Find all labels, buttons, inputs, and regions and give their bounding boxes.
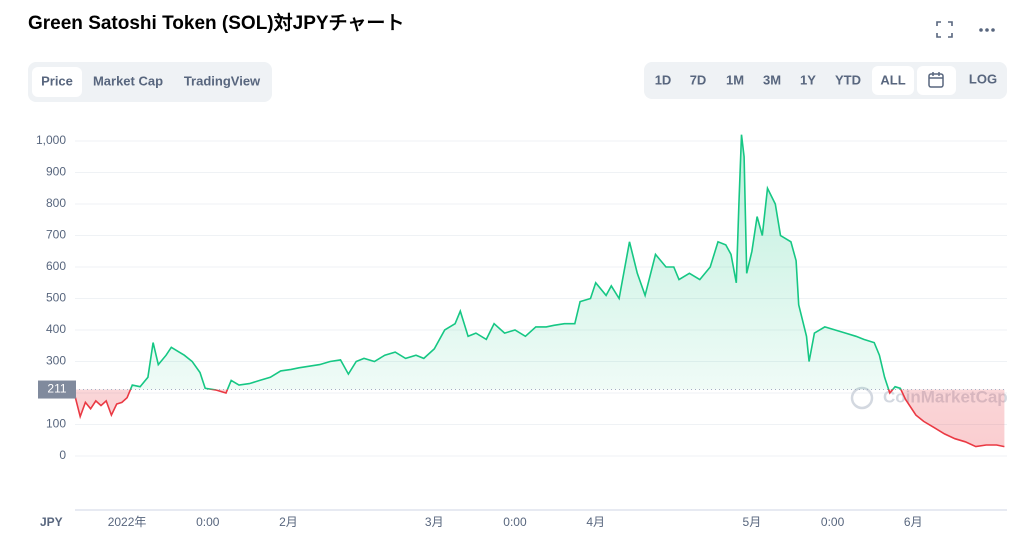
x-tick-label: 0:00	[503, 515, 527, 529]
y-tick-label: 600	[46, 259, 66, 273]
x-tick-label: 0:00	[196, 515, 220, 529]
tab[interactable]: Market Cap	[93, 73, 163, 88]
range-button[interactable]: 7D	[690, 72, 707, 87]
currency-label: JPY	[40, 515, 63, 529]
range-active	[872, 66, 914, 95]
x-tick-label: 4月	[586, 515, 605, 529]
x-tick-label: 5月	[743, 515, 762, 529]
range-button[interactable]: 1Y	[800, 72, 816, 87]
baseline-label: 211	[47, 382, 66, 396]
range-button[interactable]: YTD	[835, 72, 861, 87]
y-tick-label: 0	[59, 448, 66, 462]
calendar-button[interactable]	[917, 66, 956, 95]
chart-title: Green Satoshi Token (SOL)対JPYチャート	[28, 11, 404, 34]
y-tick-label: 900	[46, 165, 66, 179]
area-down	[75, 389, 1005, 447]
price-line-down	[74, 389, 1005, 448]
range-group	[644, 62, 1007, 99]
y-tick-label: 300	[46, 354, 66, 368]
range-button[interactable]: 1M	[726, 72, 744, 87]
log-button[interactable]: LOG	[969, 71, 997, 86]
x-tick-label: 0:00	[821, 515, 845, 529]
tab-group	[28, 62, 272, 102]
x-tick-label: 3月	[425, 515, 444, 529]
price-line	[129, 134, 902, 390]
tab[interactable]: TradingView	[184, 73, 261, 88]
watermark-logo	[850, 386, 874, 410]
x-tick-label: 2月	[279, 515, 298, 529]
x-tick-label: 2022年	[108, 515, 147, 529]
fullscreen-icon[interactable]	[936, 21, 953, 38]
range-button[interactable]: 3M	[763, 72, 781, 87]
calendar-icon	[928, 72, 944, 88]
range-button[interactable]: 1D	[655, 72, 672, 87]
y-tick-label: 100	[46, 417, 66, 431]
more-icon[interactable]	[979, 28, 995, 32]
y-tick-label: 1,000	[36, 133, 66, 147]
baseline-tag	[38, 380, 76, 399]
y-tick-label: 500	[46, 291, 66, 305]
x-tick-label: 6月	[904, 515, 923, 529]
y-tick-label: 700	[46, 228, 66, 242]
y-tick-label: 400	[46, 322, 66, 336]
tab[interactable]: Price	[41, 73, 73, 88]
area-up	[75, 134, 1005, 390]
tab-active	[32, 67, 82, 97]
y-tick-label: 800	[46, 196, 66, 210]
range-button[interactable]: ALL	[880, 72, 905, 87]
